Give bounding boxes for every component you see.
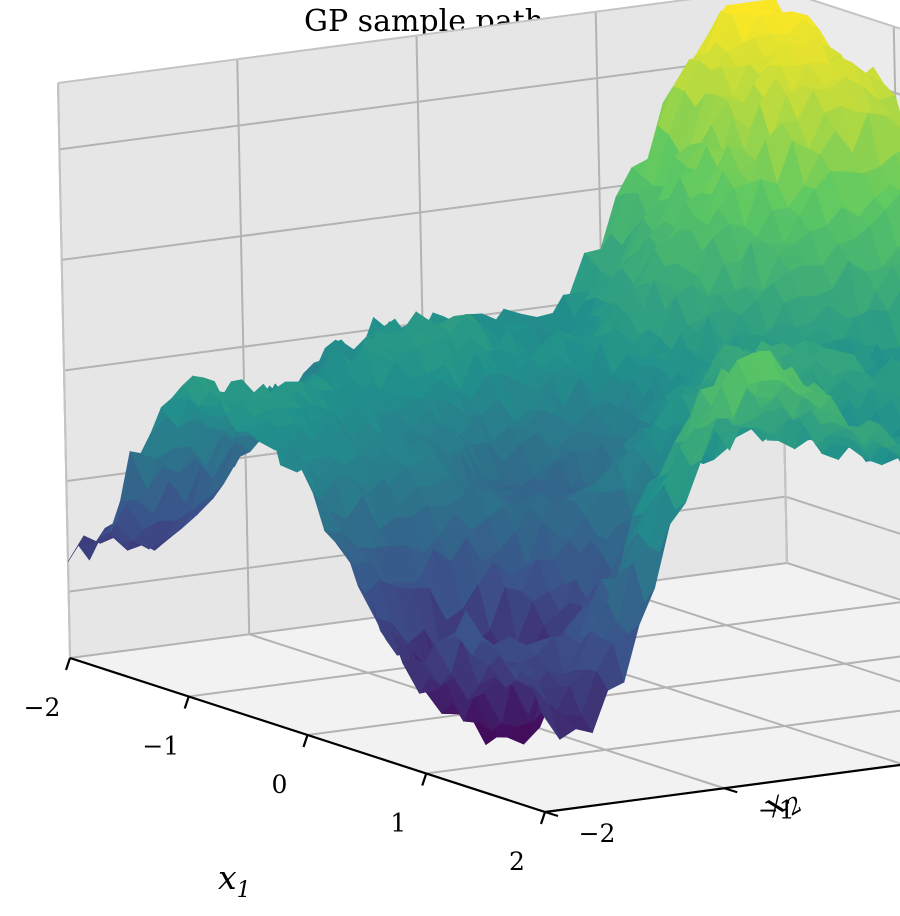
x1-tick-mark — [539, 811, 547, 825]
pane-edge — [57, 0, 693, 84]
x1-tick-mark — [302, 734, 309, 748]
x1-axis-label: x1 — [218, 858, 251, 903]
grid-z-left — [59, 53, 777, 151]
pane-edge — [808, 0, 900, 30]
grid-y-floor — [786, 562, 900, 601]
axes-lines — [64, 656, 900, 825]
x2-axis-line — [544, 763, 900, 814]
x1-tick-label: −2 — [24, 693, 61, 722]
grid-y-floor — [607, 585, 900, 683]
x2-tick-mark — [544, 810, 559, 818]
x1-tick-label: 1 — [390, 809, 406, 838]
x2-tick-label: −1 — [758, 795, 795, 824]
surface-facet — [531, 684, 561, 740]
pane-edge — [57, 82, 71, 659]
x1-tick-label: 2 — [509, 847, 525, 876]
x1-tick-label: −1 — [142, 732, 179, 761]
x1-tick-mark — [64, 657, 72, 671]
x1-tick-mark — [421, 773, 428, 786]
grid-z-back — [785, 495, 900, 535]
x1-tick-mark — [183, 696, 190, 709]
surface-mesh — [67, 0, 900, 746]
surface-facet — [896, 246, 900, 254]
x2-tick-label: −2 — [579, 819, 616, 848]
x2-tick-mark — [723, 787, 738, 794]
x1-tick-label: 0 — [272, 770, 288, 799]
